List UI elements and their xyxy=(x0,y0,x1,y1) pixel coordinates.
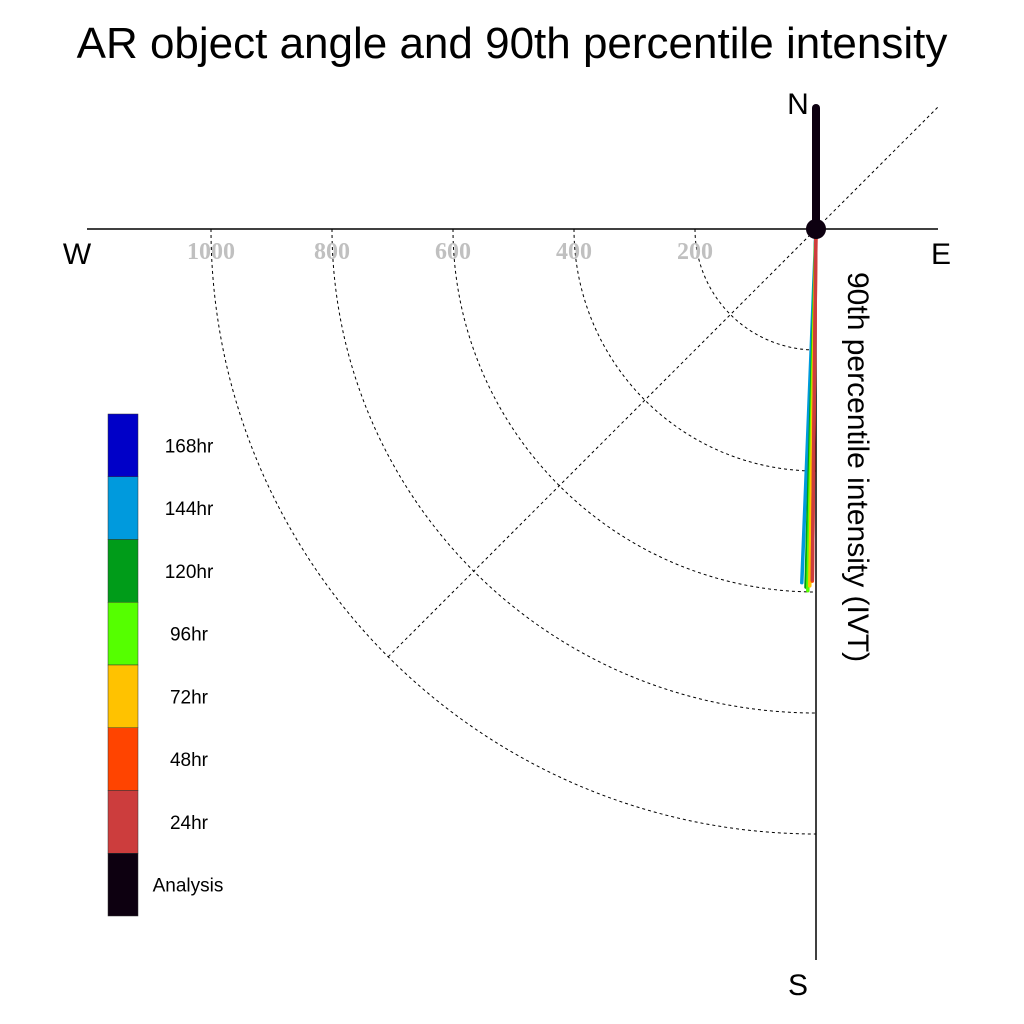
legend-label-96hr: 96hr xyxy=(170,625,209,646)
origin-marker xyxy=(806,219,826,239)
legend-swatch-analysis xyxy=(107,853,139,917)
legend-swatch-24hr xyxy=(107,790,139,854)
legend-swatch-72hr xyxy=(107,664,139,728)
legend-label-analysis: Analysis xyxy=(153,876,224,897)
compass-north: N xyxy=(787,88,809,121)
legend-swatch-48hr xyxy=(107,727,139,791)
series-line-24hr xyxy=(810,227,818,582)
legend: 168hr 144hr 120hr 96hr 72hr 48hr 24hr Analysis xyxy=(107,413,224,917)
chart-title: AR object angle and 90th percentile inte… xyxy=(77,19,948,68)
legend-swatch-168hr xyxy=(107,413,139,477)
legend-swatch-144hr xyxy=(107,476,139,540)
legend-label-72hr: 72hr xyxy=(170,687,209,708)
grid-arc-200 xyxy=(694,228,817,351)
compass-south: S xyxy=(788,969,808,1002)
tick-label-800: 800 xyxy=(314,239,350,265)
legend-swatch-120hr xyxy=(107,539,139,603)
legend-label-24hr: 24hr xyxy=(170,813,209,834)
series-lines xyxy=(800,104,826,593)
tick-label-600: 600 xyxy=(435,239,471,265)
legend-label-120hr: 120hr xyxy=(165,562,214,583)
compass-east: E xyxy=(931,238,951,271)
legend-label-48hr: 48hr xyxy=(170,750,209,771)
legend-label-168hr: 168hr xyxy=(165,436,214,457)
grid xyxy=(210,106,939,835)
legend-swatch-96hr xyxy=(107,602,139,666)
y-axis-label: 90th percentile intensity (IVT) xyxy=(841,272,874,662)
tick-label-1000: 1000 xyxy=(187,239,235,265)
legend-label-144hr: 144hr xyxy=(165,499,214,520)
tick-label-400: 400 xyxy=(556,239,592,265)
grid-arc-400 xyxy=(573,228,817,472)
tick-label-200: 200 xyxy=(677,239,713,265)
compass-west: W xyxy=(63,238,92,271)
radial-tick-labels: 200 400 600 800 1000 xyxy=(187,239,713,265)
